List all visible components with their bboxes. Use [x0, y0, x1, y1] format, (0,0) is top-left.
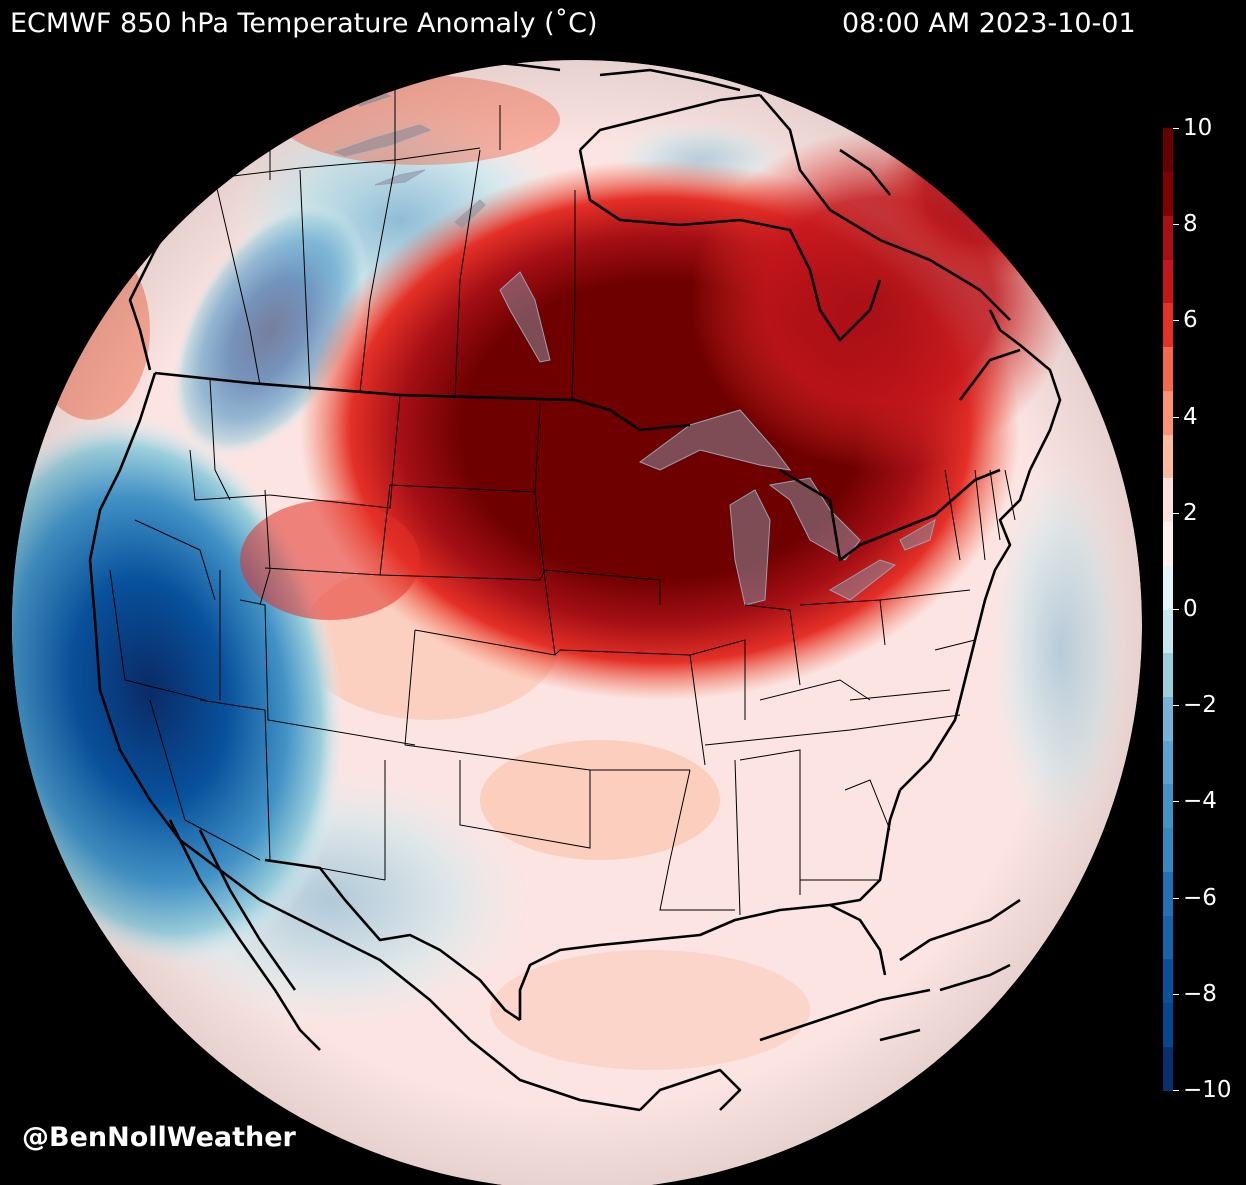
colorbar — [1163, 128, 1173, 1091]
colorbar-tick-label: 10 — [1183, 115, 1213, 141]
colorbar-tick-label: 6 — [1183, 307, 1198, 334]
colorbar-segment — [1163, 827, 1173, 872]
colorbar-tick — [1173, 801, 1179, 803]
colorbar-tick-label: 2 — [1183, 499, 1198, 526]
colorbar-segment — [1163, 958, 1173, 1004]
colorbar-tick — [1173, 705, 1179, 707]
colorbar-tick — [1173, 224, 1179, 226]
colorbar-segment — [1163, 259, 1173, 304]
colorbar-segment — [1163, 740, 1173, 785]
colorbar-tick — [1173, 416, 1179, 418]
colorbar-segment — [1163, 783, 1173, 829]
globe — [12, 60, 1142, 1185]
colorbar-segment — [1163, 1002, 1173, 1047]
colorbar-tick — [1173, 609, 1179, 610]
colorbar-segment — [1163, 390, 1173, 435]
globe-edge-shade — [12, 60, 1142, 1185]
colorbar-tick-label: 0 — [1183, 596, 1198, 622]
colorbar-tick-label: −6 — [1183, 884, 1217, 911]
colorbar-tick — [1173, 128, 1179, 129]
colorbar-segment — [1163, 477, 1173, 523]
colorbar-tick — [1173, 897, 1179, 899]
colorbar-segment — [1163, 871, 1173, 916]
colorbar-tick — [1173, 1090, 1179, 1091]
colorbar-tick-label: 8 — [1183, 211, 1198, 238]
colorbar-segment — [1163, 915, 1173, 960]
colorbar-segment — [1163, 434, 1173, 479]
colorbar-segment — [1163, 346, 1173, 391]
colorbar-tick-label: 4 — [1183, 403, 1198, 430]
colorbar-tick-label: −8 — [1183, 980, 1217, 1007]
colorbar-tick — [1173, 320, 1179, 322]
colorbar-tick-label: −4 — [1183, 788, 1217, 815]
colorbar-segment — [1163, 521, 1173, 566]
colorbar-segment — [1163, 652, 1173, 698]
colorbar-segment — [1163, 609, 1173, 654]
map-title: ECMWF 850 hPa Temperature Anomaly (˚C) — [10, 8, 598, 39]
colorbar-segment — [1163, 171, 1173, 217]
colorbar-tick — [1173, 512, 1179, 514]
colorbar-segment — [1163, 1046, 1173, 1091]
colorbar-segment — [1163, 565, 1173, 610]
colorbar-segment — [1163, 215, 1173, 260]
colorbar-tick — [1173, 993, 1179, 995]
valid-time: 08:00 AM 2023-10-01 — [842, 8, 1136, 39]
author-watermark: @BenNollWeather — [22, 1122, 296, 1153]
colorbar-segment — [1163, 696, 1173, 741]
colorbar-segment — [1163, 302, 1173, 348]
colorbar-tick-label: −2 — [1183, 692, 1217, 719]
colorbar-tick-label: −10 — [1183, 1077, 1232, 1103]
colorbar-segment — [1163, 128, 1173, 173]
